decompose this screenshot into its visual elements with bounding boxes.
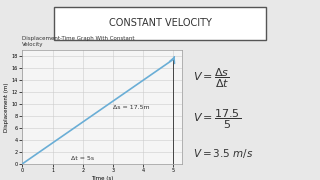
Text: Δs = 17.5m: Δs = 17.5m <box>113 105 149 110</box>
Text: Displacement-Time Graph With Constant
Velocity: Displacement-Time Graph With Constant Ve… <box>22 36 135 47</box>
Text: $V = \dfrac{17.5}{5}$: $V = \dfrac{17.5}{5}$ <box>193 107 241 131</box>
X-axis label: Time (s): Time (s) <box>91 176 114 180</box>
FancyBboxPatch shape <box>54 7 266 40</box>
Text: $V = \dfrac{\Delta s}{\Delta t}$: $V = \dfrac{\Delta s}{\Delta t}$ <box>193 67 230 90</box>
Text: CONSTANT VELOCITY: CONSTANT VELOCITY <box>108 18 212 28</box>
Text: $V = 3.5 \ m/s$: $V = 3.5 \ m/s$ <box>193 147 254 159</box>
Y-axis label: Displacement (m): Displacement (m) <box>4 82 9 132</box>
Text: Δt = 5s: Δt = 5s <box>71 156 94 161</box>
